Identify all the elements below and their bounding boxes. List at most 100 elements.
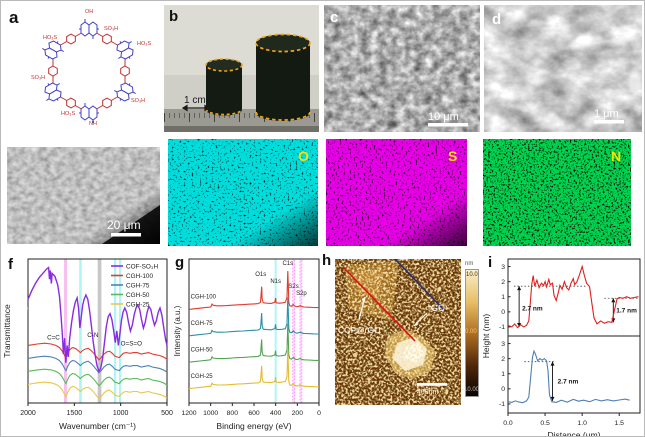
- panel-sem-c: 10 μm c: [324, 5, 480, 132]
- panel-sem-e: 20 μm e: [7, 147, 160, 316]
- y-axis-label: Height (nm): [481, 314, 491, 359]
- spectrum-CGH-25: [27, 381, 168, 400]
- structure-so3h-label: SO₃H: [104, 26, 118, 32]
- structure-so3h-label: SO₃H: [131, 98, 145, 104]
- series-label: CGH-75: [191, 321, 214, 327]
- structure-ho3s-label: HO₃S: [137, 41, 151, 47]
- eds-map-S: S: [326, 139, 467, 246]
- peak-label: N1s: [270, 279, 281, 285]
- panel-c-label: c: [330, 9, 339, 26]
- plot-frame: [27, 258, 168, 404]
- highlight-band: [113, 259, 117, 403]
- structure-ho3s-label: HO₃S: [43, 35, 57, 41]
- y-tick-label: -1: [499, 401, 505, 408]
- height-annotation: 2.7 nm: [558, 379, 579, 386]
- y-tick-label: -1: [499, 324, 505, 331]
- spectrum-CGH-50: [27, 368, 168, 387]
- sem-image-e: 20 μm: [7, 147, 160, 244]
- structure-nh-label: NH: [89, 121, 97, 127]
- panel-afm: COF@rGO rGO 400nm: [335, 258, 461, 405]
- legend-label: CGH-50: [126, 292, 150, 299]
- x-tick-label: 600: [248, 410, 260, 417]
- x-tick-label: 1000: [203, 410, 218, 417]
- panel-d-label: d: [492, 11, 502, 28]
- peak-annotation: O=S=O: [121, 340, 142, 347]
- y-axis-label: Intensity (a.u.): [173, 305, 182, 356]
- y-tick-label: 3: [501, 341, 505, 348]
- eds-map-N: N: [483, 139, 631, 246]
- y-tick-label: 2: [501, 279, 505, 286]
- sem-image-c: 10 μm: [324, 5, 480, 132]
- structure-so3h-label: SO₃H: [31, 75, 45, 81]
- afm-colorbar: [465, 269, 479, 397]
- panel-sem-d: 1 μm d: [484, 5, 642, 132]
- map-O-letter: O: [298, 148, 309, 164]
- spectrum-COF-SO₃H: [27, 266, 168, 373]
- y-tick-label: 3: [501, 264, 505, 271]
- cof-rgo-arrow: [358, 296, 366, 320]
- dashed-outline-bottom-small: [205, 108, 243, 116]
- arrowhead-up: [550, 361, 555, 366]
- peak-label: S2s: [288, 284, 298, 290]
- x-tick-label: 1.5: [615, 420, 625, 427]
- y-tick-label: 1: [501, 294, 505, 301]
- y-tick-label: 0: [501, 309, 505, 316]
- panel-photo: 1 cm b: [164, 5, 319, 132]
- y-tick-label: 2: [501, 356, 505, 363]
- structure-ho3s-label: HO₃S: [61, 111, 75, 117]
- x-axis-label: Distance (μm): [547, 430, 600, 437]
- x-tick-label: 800: [227, 410, 239, 417]
- profile-line-blue: [394, 258, 444, 310]
- highlight-band: [97, 259, 102, 403]
- x-tick-label: 500: [161, 410, 173, 417]
- colorbar-mid: 0.00: [465, 329, 477, 335]
- xps-chart: CGH-100 CGH-75 CGH-50 CGH-25 C1s O1s N1s S2sS2p…: [173, 258, 321, 431]
- series-label: CGH-100: [191, 295, 217, 301]
- plot-frame: [507, 335, 641, 414]
- y-axis-label: Transmittance: [2, 304, 12, 358]
- x-axis-label: Binding energy (eV): [216, 421, 291, 431]
- scale-double-arrow: [181, 104, 211, 112]
- x-tick-label: 0.5: [540, 420, 550, 427]
- spectrum-CGH-50: [188, 323, 320, 363]
- peak-label: C1s: [282, 261, 293, 267]
- panel-g-label: g: [175, 254, 185, 271]
- panel-h-label: h: [322, 252, 332, 269]
- highlight-band: [299, 258, 303, 404]
- legend-label: COF-SO₃H: [126, 263, 158, 270]
- photo-ruler-edge: [164, 126, 319, 132]
- sem-e-scale-text: 20 μm: [107, 218, 141, 232]
- highlight-band: [79, 259, 82, 403]
- map-S-letter: S: [448, 148, 457, 164]
- x-tick-label: 1.0: [577, 420, 587, 427]
- sem-d-scale-bar: [594, 120, 624, 124]
- photo-scale-text: 1 cm: [184, 95, 206, 106]
- afm-image: COF@rGO rGO 400nm: [335, 258, 461, 405]
- arrowhead-down: [517, 322, 522, 327]
- sem-e-scale-bar: [111, 233, 141, 237]
- y-tick-label: 0: [501, 386, 505, 393]
- colorbar-min: -10.00: [462, 387, 480, 393]
- profile-curve-1: [507, 349, 630, 404]
- plot-frame: [188, 258, 320, 404]
- x-axis-label: Wavenumber (cm⁻¹): [59, 421, 136, 431]
- sem-c-scale-text: 10 μm: [428, 111, 459, 123]
- height-annotation: 1.7 nm: [616, 308, 637, 315]
- colorbar-unit: nm: [465, 261, 474, 267]
- large-aerogel-cylinder: [255, 33, 311, 121]
- cof-rgo-annotation: COF@rGO: [338, 325, 381, 335]
- highlight-band: [274, 259, 277, 403]
- x-tick-label: 1200: [181, 410, 196, 417]
- sem-c-scale-bar: [428, 123, 468, 127]
- height-annotation: 2.7 nm: [522, 305, 543, 312]
- spectrum-CGH-100: [27, 342, 168, 361]
- x-tick-label: 0.0: [503, 420, 513, 427]
- series-label: CGH-50: [191, 347, 214, 353]
- arrowhead-up: [517, 286, 522, 291]
- profile-curve-0: [507, 264, 639, 329]
- highlight-band: [63, 259, 68, 403]
- arrowhead-up: [611, 298, 616, 303]
- colorbar-max: 10.0: [466, 272, 478, 278]
- profile-line-red: [342, 266, 416, 342]
